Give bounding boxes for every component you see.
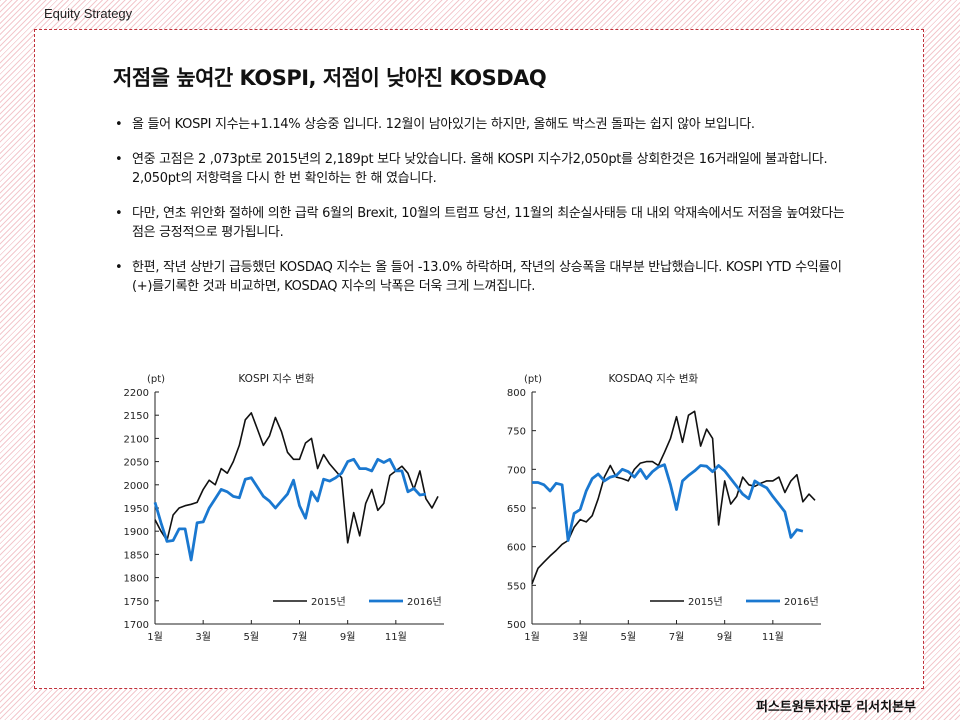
- kosdaq-legend-label: 2016년: [784, 596, 819, 608]
- kosdaq-chart-title: KOSDAQ 지수 변화: [609, 373, 699, 385]
- kosdaq-x-tick-label: 3월: [572, 631, 588, 643]
- kospi-chart-svg: 1700 1750 1800 1850 1900 1950 2000 2050 2100 2150…: [124, 373, 444, 643]
- kospi-y-tick-label: 2100: [124, 434, 149, 445]
- kospi-x-tick-label: 11월: [385, 631, 407, 643]
- kospi-y-tick-label: 1900: [124, 527, 149, 538]
- bullet-item: 한편, 작년 상반기 급등했던 KOSDAQ 지수는 올 들어 -13.0% 하…: [115, 258, 860, 296]
- kosdaq-y-tick-label: 550: [507, 581, 526, 592]
- kospi-chart-title: KOSPI 지수 변화: [238, 373, 314, 385]
- bullet-list: 올 들어 KOSPI 지수는+1.14% 상승중 입니다. 12월이 남아있기는…: [115, 115, 860, 312]
- kospi-y-tick-label: 2150: [124, 411, 149, 422]
- kosdaq-x-tick-label: 11월: [762, 631, 784, 643]
- kospi-y-tick-label: 2200: [124, 388, 149, 399]
- kosdaq-y-tick-label: 650: [507, 504, 526, 515]
- kospi-y-tick-label: 2050: [124, 458, 149, 469]
- footer-label: 퍼스트원투자자문 리서치본부: [755, 700, 916, 715]
- kosdaq-x-tick-label: 7월: [669, 631, 685, 643]
- page-title: 저점을 높여간 KOSPI, 저점이 낮아진 KOSDAQ: [113, 66, 547, 90]
- kosdaq-series-line-2016년: [532, 463, 804, 542]
- kospi-legend-label: 2015년: [311, 596, 346, 608]
- content-panel: 저점을 높여간 KOSPI, 저점이 낮아진 KOSDAQ 올 들어 KOSPI…: [34, 29, 924, 689]
- kosdaq-chart: 500 550 600 650 700 750 800 1월 3월 5월 7월 9월 11월 (pt) KO…: [485, 366, 835, 655]
- kospi-x-tick-label: 3월: [195, 631, 211, 643]
- kosdaq-legend-label: 2015년: [688, 596, 723, 608]
- kospi-y-tick-label: 1800: [124, 574, 149, 585]
- kosdaq-y-tick-label: 500: [507, 620, 526, 631]
- kospi-y-tick-label: 1850: [124, 550, 149, 561]
- kosdaq-y-tick-label: 750: [507, 427, 526, 438]
- bullet-item: 다만, 연초 위안화 절하에 의한 급락 6월의 Brexit, 10월의 트럼…: [115, 204, 860, 242]
- kospi-legend-label: 2016년: [407, 596, 442, 608]
- kospi-x-tick-label: 1월: [147, 631, 163, 643]
- kosdaq-x-tick-label: 1월: [524, 631, 540, 643]
- kospi-chart: 1700 1750 1800 1850 1900 1950 2000 2050 2100 2150…: [108, 366, 458, 655]
- kospi-y-tick-label: 2000: [124, 481, 149, 492]
- kospi-y-tick-label: 1750: [124, 597, 149, 608]
- kosdaq-chart-svg: 500 550 600 650 700 750 800 1월 3월 5월 7월 9월 11월 (pt) KO…: [507, 373, 821, 643]
- kosdaq-y-tick-label: 700: [507, 465, 526, 476]
- kospi-y-tick-label: 1700: [124, 620, 149, 631]
- kospi-x-tick-label: 5월: [244, 631, 260, 643]
- kospi-series-line-2016년: [153, 457, 427, 562]
- kosdaq-y-tick-label: 600: [507, 543, 526, 554]
- bullet-item: 연중 고점은 2 ,073pt로 2015년의 2,189pt 보다 낮았습니다…: [115, 150, 860, 188]
- kospi-series-line-2015년: [154, 412, 439, 544]
- kosdaq-x-tick-label: 9월: [717, 631, 733, 643]
- kosdaq-x-tick-label: 5월: [621, 631, 637, 643]
- section-label: Equity Strategy: [44, 6, 133, 21]
- kospi-x-tick-label: 7월: [292, 631, 308, 643]
- kospi-y-tick-label: 1950: [124, 504, 149, 515]
- kospi-unit-label: (pt): [147, 374, 165, 385]
- kosdaq-unit-label: (pt): [524, 374, 542, 385]
- kosdaq-y-tick-label: 800: [507, 388, 526, 399]
- kosdaq-series-line-2015년: [531, 410, 816, 585]
- bullet-item: 올 들어 KOSPI 지수는+1.14% 상승중 입니다. 12월이 남아있기는…: [115, 115, 860, 134]
- kospi-x-tick-label: 9월: [340, 631, 356, 643]
